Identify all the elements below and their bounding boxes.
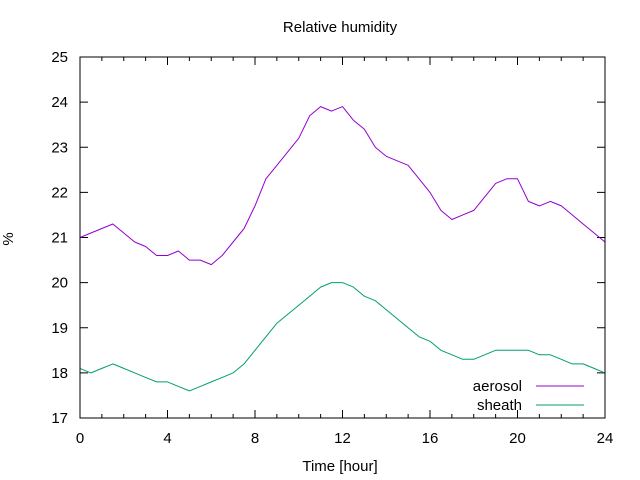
x-tick-label: 24 [597, 430, 614, 447]
x-tick-label: 16 [422, 430, 439, 447]
x-tick-label: 20 [509, 430, 526, 447]
series-line-aerosol [79, 106, 606, 266]
y-tick-label: 23 [51, 139, 68, 156]
y-tick-label: 20 [51, 275, 68, 292]
legend-label-aerosol: aerosol [473, 378, 522, 395]
y-tick-label: 21 [51, 230, 68, 247]
legend-label-sheath: sheath [477, 397, 522, 414]
y-tick-label: 19 [51, 320, 68, 337]
plot-frame [79, 56, 606, 419]
x-axis-label: Time [hour] [302, 458, 377, 475]
series-line-sheath [79, 282, 606, 392]
x-tick-label: 4 [163, 430, 171, 447]
y-tick-label: 18 [51, 365, 68, 382]
x-tick-label: 12 [334, 430, 351, 447]
chart-title: Relative humidity [283, 19, 398, 36]
y-axis-label: % [0, 232, 17, 245]
y-tick-label: 22 [51, 184, 68, 201]
x-tick-label: 0 [76, 430, 84, 447]
y-tick-label: 24 [51, 94, 68, 111]
series-group [79, 106, 606, 392]
x-tick-label: 8 [251, 430, 259, 447]
legend: aerosol sheath [473, 378, 584, 414]
y-tick-label: 25 [51, 49, 68, 66]
y-tick-label: 17 [51, 410, 68, 427]
ticks: 17 18 19 20 21 22 23 24 25 0 4 8 12 16 20 24 [51, 49, 613, 447]
